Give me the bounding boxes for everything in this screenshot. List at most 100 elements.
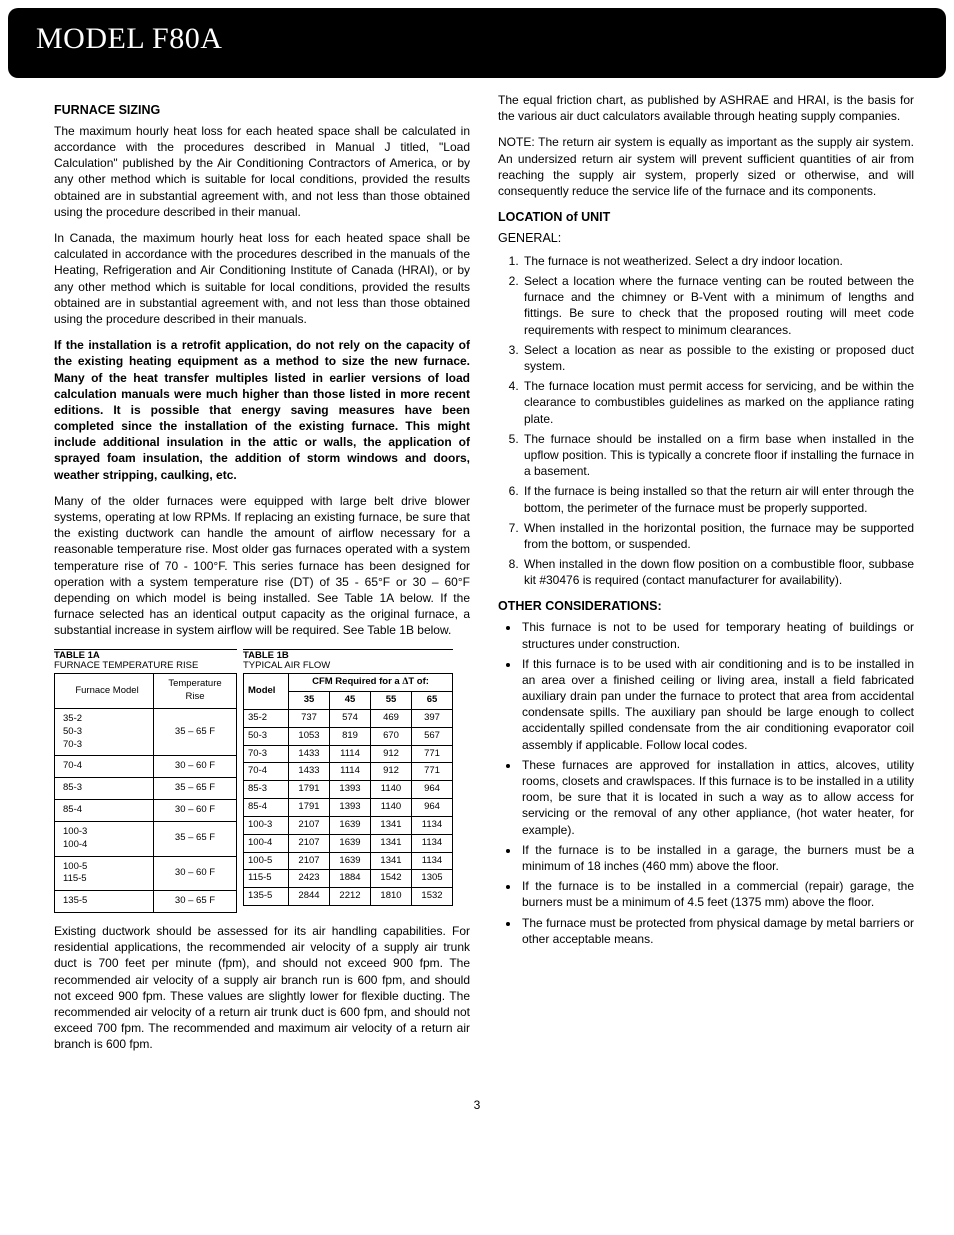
table-1a-wrap: TABLE 1A FURNACE TEMPERATURE RISE Furnac… [54, 649, 237, 913]
list-item: This furnace is not to be used for tempo… [520, 619, 914, 651]
table-cell: 1393 [330, 781, 371, 799]
table-cell: 1114 [330, 745, 371, 763]
list-item: If the furnace is to be installed in a g… [520, 842, 914, 874]
table-cell: 2844 [289, 888, 330, 906]
table-1a: Furnace Model TemperatureRise 35-250-370… [54, 673, 237, 913]
table-cell: 1134 [412, 852, 453, 870]
table-header: 45 [330, 692, 371, 710]
table-cell: 737 [289, 710, 330, 728]
table-cell: 100-4 [244, 834, 289, 852]
table-cell: 1433 [289, 745, 330, 763]
table-cell: 1884 [330, 870, 371, 888]
list-item: If the furnace is to be installed in a c… [520, 878, 914, 910]
table-cell: 70-3 [244, 745, 289, 763]
page-body: FURNACE SIZING The maximum hourly heat l… [0, 78, 954, 1092]
location-list: The furnace is not weatherized. Select a… [498, 253, 914, 589]
table-cell: 1433 [289, 763, 330, 781]
table-header: Furnace Model [55, 674, 154, 709]
list-item: The furnace must be protected from physi… [520, 915, 914, 947]
table-header: CFM Required for a ΔT of: [289, 674, 453, 692]
table-cell: 1341 [371, 852, 412, 870]
table-row: 85-4179113931140964 [244, 799, 453, 817]
table-cell: 85-3 [55, 778, 154, 800]
table-cell: 1134 [412, 816, 453, 834]
table-cell: 1140 [371, 799, 412, 817]
table-row: 70-314331114912771 [244, 745, 453, 763]
table-cell: 2107 [289, 852, 330, 870]
table-cell: 50-3 [244, 727, 289, 745]
table-cell: 2107 [289, 834, 330, 852]
table-row: 100-52107163913411134 [244, 852, 453, 870]
table-cell: 2423 [289, 870, 330, 888]
table-cell: 35 – 65 F [154, 778, 237, 800]
para-bold: If the installation is a retrofit applic… [54, 337, 470, 483]
table-1b-wrap: TABLE 1B TYPICAL AIR FLOW Model CFM Requ… [243, 649, 453, 913]
table-row: 50-31053819670567 [244, 727, 453, 745]
heading-location: LOCATION of UNIT [498, 209, 914, 226]
left-column: FURNACE SIZING The maximum hourly heat l… [54, 92, 470, 1062]
table-cell: 1114 [330, 763, 371, 781]
table-cell: 1305 [412, 870, 453, 888]
table-cell: 2107 [289, 816, 330, 834]
table-cell: 30 – 60 F [154, 800, 237, 822]
table-row: 85-3179113931140964 [244, 781, 453, 799]
table-cell: 30 – 65 F [154, 891, 237, 913]
list-item: Select a location where the furnace vent… [522, 273, 914, 338]
table-cell: 964 [412, 799, 453, 817]
table-cell: 1639 [330, 816, 371, 834]
para: Many of the older furnaces were equipped… [54, 493, 470, 639]
table-cell: 1791 [289, 799, 330, 817]
list-item: When installed in the down flow position… [522, 556, 914, 588]
table-cell: 100-5115-5 [55, 856, 154, 891]
table-cell: 771 [412, 745, 453, 763]
table-cell: 819 [330, 727, 371, 745]
subheading-general: GENERAL: [498, 230, 914, 247]
table-1a-subtitle: FURNACE TEMPERATURE RISE [54, 661, 237, 671]
table-cell: 115-5 [244, 870, 289, 888]
table-cell: 1639 [330, 852, 371, 870]
table-cell: 397 [412, 710, 453, 728]
table-header: 65 [412, 692, 453, 710]
table-cell: 567 [412, 727, 453, 745]
table-header: 35 [289, 692, 330, 710]
table-row: 35-2737574469397 [244, 710, 453, 728]
table-header: Model [244, 674, 289, 710]
table-row: 115-52423188415421305 [244, 870, 453, 888]
table-row: 70-414331114912771 [244, 763, 453, 781]
heading-furnace-sizing: FURNACE SIZING [54, 102, 470, 119]
list-item: The furnace should be installed on a fir… [522, 431, 914, 480]
table-cell: 100-3100-4 [55, 821, 154, 856]
table-cell: 85-4 [55, 800, 154, 822]
table-1b-subtitle: TYPICAL AIR FLOW [243, 661, 453, 671]
table-header: TemperatureRise [154, 674, 237, 709]
table-1b: Model CFM Required for a ΔT of: 35 45 55… [243, 673, 453, 906]
tables-row: TABLE 1A FURNACE TEMPERATURE RISE Furnac… [54, 649, 470, 913]
table-cell: 135-5 [55, 891, 154, 913]
table-cell: 771 [412, 763, 453, 781]
table-cell: 912 [371, 745, 412, 763]
table-row: 100-32107163913411134 [244, 816, 453, 834]
heading-other: OTHER CONSIDERATIONS: [498, 598, 914, 615]
list-item: Select a location as near as possible to… [522, 342, 914, 374]
list-item: These furnaces are approved for installa… [520, 757, 914, 838]
table-cell: 35-2 [244, 710, 289, 728]
list-item: If this furnace is to be used with air c… [520, 656, 914, 753]
para: The equal friction chart, as published b… [498, 92, 914, 124]
list-item: If the furnace is being installed so tha… [522, 483, 914, 515]
table-cell: 574 [330, 710, 371, 728]
right-column: The equal friction chart, as published b… [498, 92, 914, 1062]
para: Existing ductwork should be assessed for… [54, 923, 470, 1053]
table-cell: 964 [412, 781, 453, 799]
list-item: The furnace location must permit access … [522, 378, 914, 427]
table-cell: 2212 [330, 888, 371, 906]
list-item: The furnace is not weatherized. Select a… [522, 253, 914, 269]
table-cell: 1639 [330, 834, 371, 852]
table-cell: 1542 [371, 870, 412, 888]
table-cell: 1393 [330, 799, 371, 817]
table-cell: 35 – 65 F [154, 821, 237, 856]
table-cell: 35 – 65 F [154, 709, 237, 756]
table-cell: 1791 [289, 781, 330, 799]
table-cell: 100-3 [244, 816, 289, 834]
table-cell: 1140 [371, 781, 412, 799]
table-cell: 70-4 [55, 756, 154, 778]
